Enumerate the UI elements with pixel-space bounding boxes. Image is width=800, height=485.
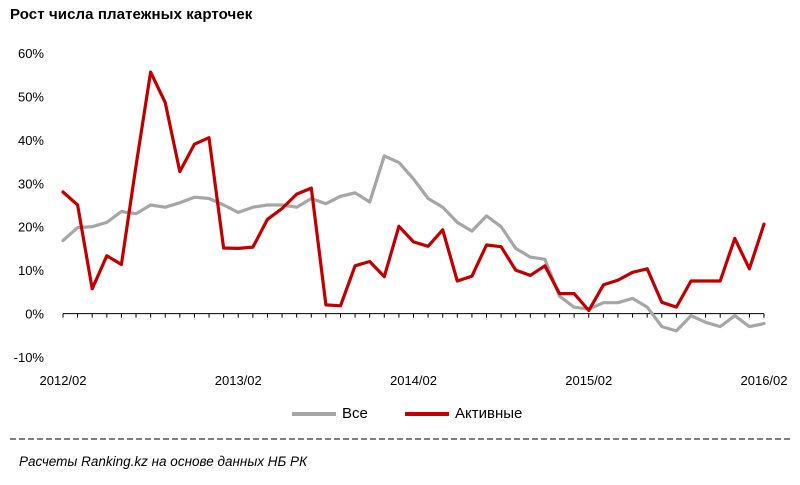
y-tick-label: 20%	[18, 220, 44, 235]
legend-swatch-all	[292, 411, 336, 416]
divider-line	[10, 438, 790, 440]
series-line-active	[61, 70, 766, 313]
line-chart: -10% 0% 10% 20% 30% 40% 50% 60% 2012/02 2013/02 20…	[14, 46, 788, 388]
y-tick-label: -10%	[14, 350, 45, 365]
y-tick-label: 0%	[25, 307, 44, 322]
legend-label-active: Активные	[455, 405, 523, 422]
x-tick-label: 2012/02	[40, 373, 87, 388]
x-tick-label: 2014/02	[390, 373, 437, 388]
legend-swatch-active	[405, 411, 449, 416]
y-tick-label: 40%	[18, 133, 44, 148]
chart-legend: Все Активные	[0, 405, 800, 425]
y-tick-label: 10%	[18, 263, 44, 278]
legend-item-active: Активные	[405, 405, 522, 422]
y-tick-label: 50%	[18, 89, 44, 104]
legend-item-all: Все	[292, 405, 368, 422]
legend-label-all: Все	[342, 405, 368, 422]
y-tick-label: 30%	[18, 176, 44, 191]
x-tick-label: 2013/02	[215, 373, 262, 388]
series-line-all	[61, 154, 766, 333]
y-tick-label: 60%	[18, 46, 44, 61]
chart-title: Рост числа платежных карточек	[10, 6, 253, 23]
x-tick-label: 2016/02	[741, 373, 788, 388]
source-note: Расчеты Ranking.kz на основе данных НБ Р…	[19, 454, 308, 469]
x-tick-label: 2015/02	[565, 373, 612, 388]
